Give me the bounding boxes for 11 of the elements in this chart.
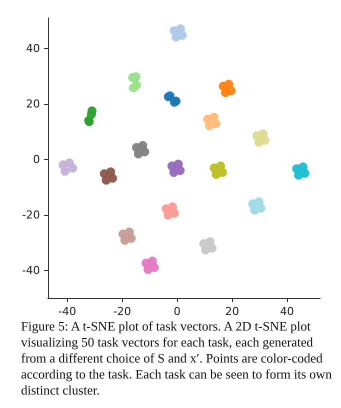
x-tick-label: -40 bbox=[58, 305, 76, 318]
x-tick-label: 20 bbox=[225, 305, 240, 318]
y-tick-label: 40 bbox=[26, 42, 40, 55]
x-tick-label: 0 bbox=[174, 305, 181, 318]
y-tick-label: 0 bbox=[33, 152, 40, 166]
y-tick-label: 20 bbox=[26, 97, 40, 110]
y-tick-label: -20 bbox=[22, 208, 40, 222]
y-tick-label: -40 bbox=[22, 264, 40, 277]
x-tick-label: -20 bbox=[113, 305, 132, 318]
x-tick-label: 40 bbox=[280, 305, 294, 318]
caption: Figure 5: A t-SNE plot of task vectors. A 2D t-SNE plot visualizing 50 task vectors for each task, each generated from a different choice of S and x′. Points are color-coded according to the task. Each task can be seen to form its own distinct cluster. bbox=[21, 318, 336, 398]
